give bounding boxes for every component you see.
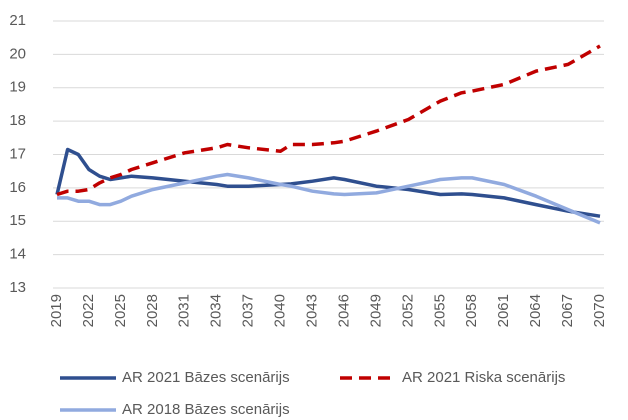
x-tick-label: 2058: [463, 294, 480, 327]
x-tick-label: 2061: [495, 294, 512, 327]
y-tick-label: 17: [9, 145, 26, 162]
x-tick-label: 2064: [527, 294, 544, 327]
x-tick-label: 2025: [112, 294, 129, 327]
x-tick-label: 2037: [240, 294, 257, 327]
x-tick-label: 2043: [303, 294, 320, 327]
y-tick-label: 18: [9, 112, 26, 129]
y-tick-label: 13: [9, 279, 26, 296]
legend-label: AR 2021 Bāzes scenārijs: [122, 369, 290, 386]
x-tick-label: 2052: [399, 294, 416, 327]
y-tick-label: 16: [9, 179, 26, 196]
x-tick-label: 2022: [80, 294, 97, 327]
x-tick-label: 2070: [591, 294, 608, 327]
x-tick-label: 2040: [272, 294, 289, 327]
y-tick-label: 20: [9, 45, 26, 62]
y-tick-label: 14: [9, 246, 26, 263]
x-tick-label: 2028: [144, 294, 161, 327]
y-tick-label: 21: [9, 12, 26, 29]
series-line: [55, 147, 601, 218]
x-tick-label: 2031: [176, 294, 193, 327]
x-tick-label: 2055: [431, 294, 448, 327]
series-line: [56, 44, 601, 197]
x-tick-label: 2019: [48, 294, 65, 327]
x-tick-label: 2067: [559, 294, 576, 327]
x-tick-label: 2034: [208, 294, 225, 327]
y-tick-label: 19: [9, 79, 26, 96]
x-tick-label: 2046: [335, 294, 352, 327]
series-line: [57, 172, 601, 225]
legend-label: AR 2021 Riska scenārijs: [402, 369, 565, 386]
x-tick-label: 2049: [367, 294, 384, 327]
y-tick-label: 15: [9, 212, 26, 229]
legend-label: AR 2018 Bāzes scenārijs: [122, 401, 290, 418]
